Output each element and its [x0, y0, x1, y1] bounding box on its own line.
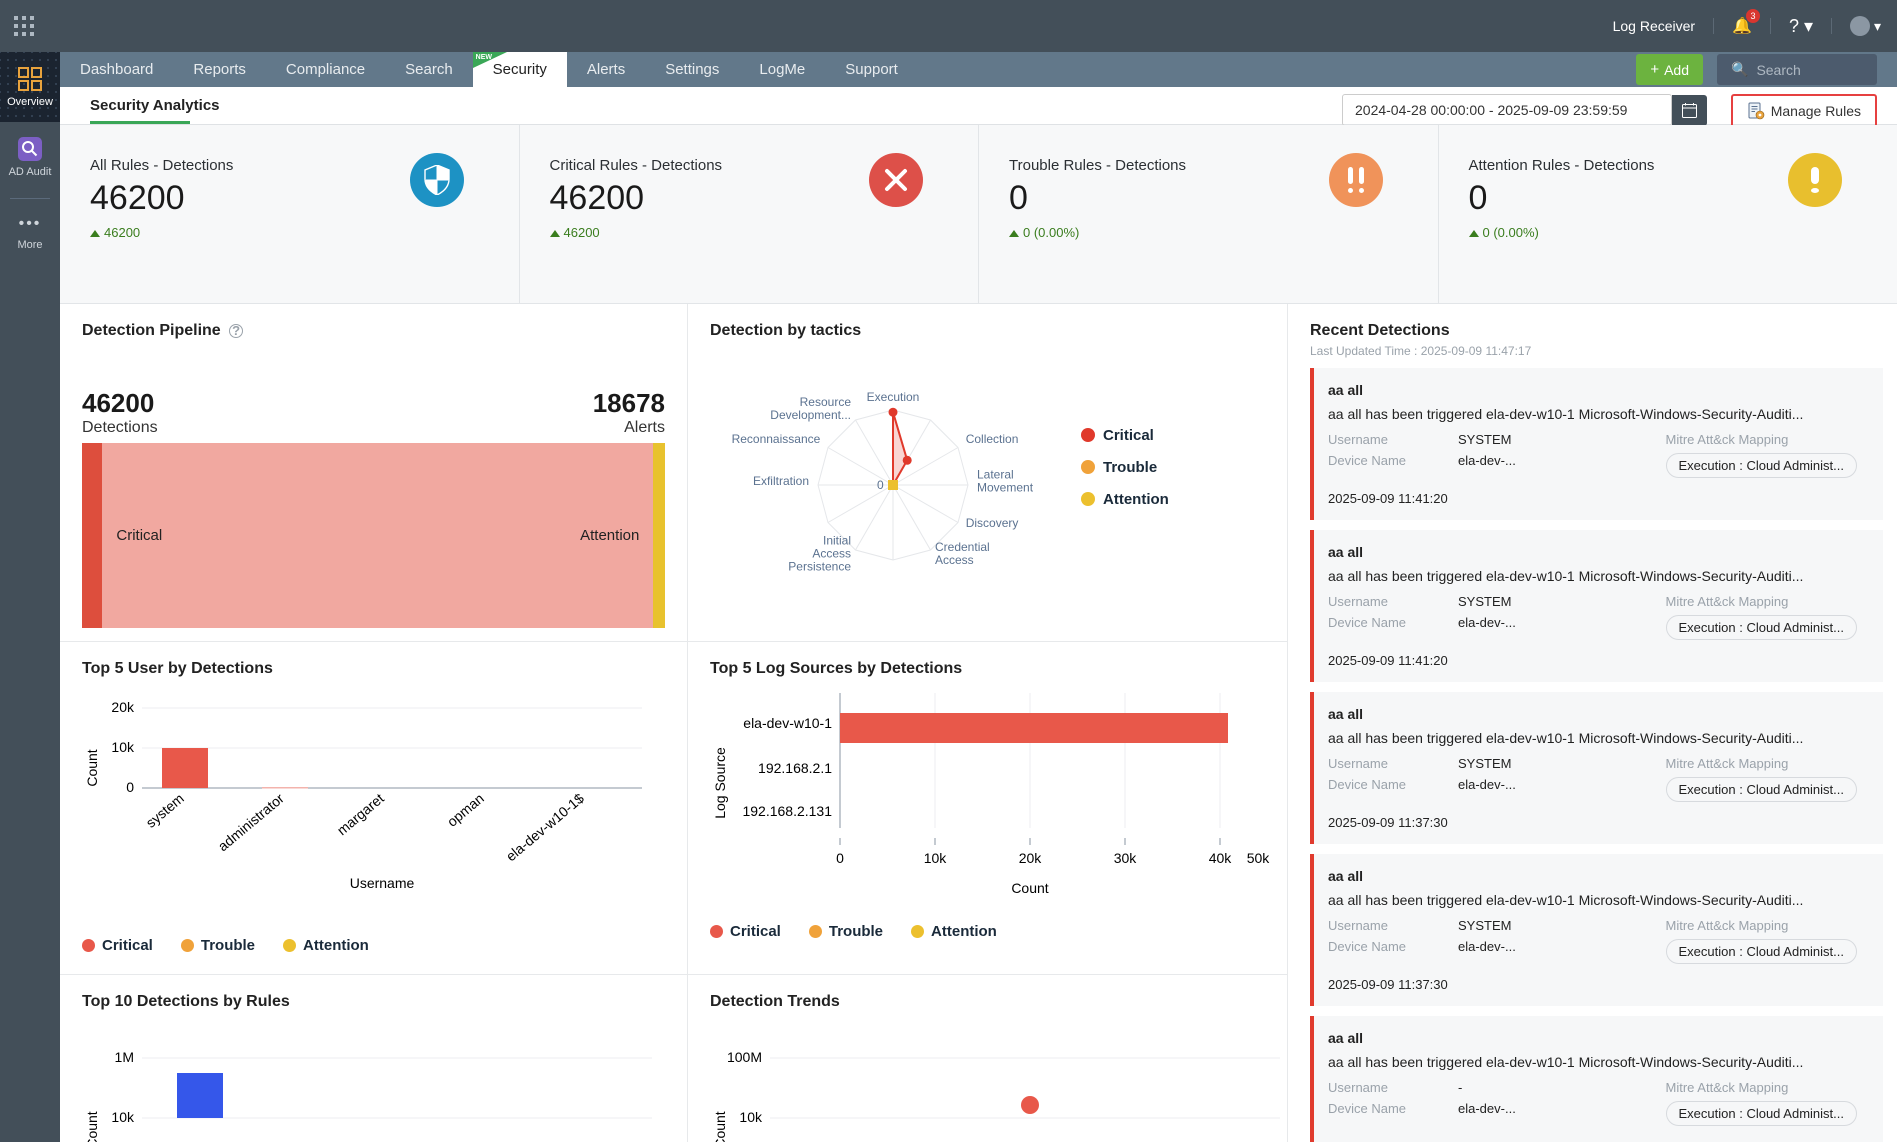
- svg-text:Username: Username: [350, 875, 415, 891]
- svg-text:10k: 10k: [924, 850, 948, 866]
- svg-text:10k: 10k: [111, 1109, 135, 1125]
- svg-text:40k: 40k: [1209, 850, 1233, 866]
- svg-text:margaret: margaret: [334, 790, 387, 838]
- svg-text:50k: 50k: [1247, 850, 1271, 866]
- svg-text:10k: 10k: [111, 739, 135, 755]
- svg-text:opman: opman: [444, 790, 487, 830]
- svg-text:ela-dev-w10-1: ela-dev-w10-1: [743, 715, 832, 731]
- svg-text:10k: 10k: [739, 1109, 763, 1125]
- svg-text:0: 0: [836, 850, 844, 866]
- svg-text:30k: 30k: [1114, 850, 1138, 866]
- svg-text:Count: Count: [1011, 880, 1048, 896]
- svg-text:Count: Count: [84, 749, 100, 786]
- svg-text:Count: Count: [712, 1111, 728, 1142]
- svg-text:192.168.2.1: 192.168.2.1: [758, 760, 832, 776]
- svg-text:192.168.2.131: 192.168.2.131: [742, 803, 832, 819]
- svg-text:100M: 100M: [727, 1049, 762, 1065]
- svg-text:administrator: administrator: [215, 790, 288, 854]
- svg-text:20k: 20k: [1019, 850, 1043, 866]
- svg-text:20k: 20k: [111, 699, 135, 715]
- svg-text:0: 0: [126, 779, 134, 795]
- svg-text:Count: Count: [84, 1111, 100, 1142]
- svg-text:Log Source: Log Source: [712, 747, 728, 819]
- svg-text:ela-dev-w10-1$: ela-dev-w10-1$: [503, 790, 587, 864]
- svg-text:system: system: [143, 790, 187, 831]
- svg-text:1M: 1M: [115, 1049, 134, 1065]
